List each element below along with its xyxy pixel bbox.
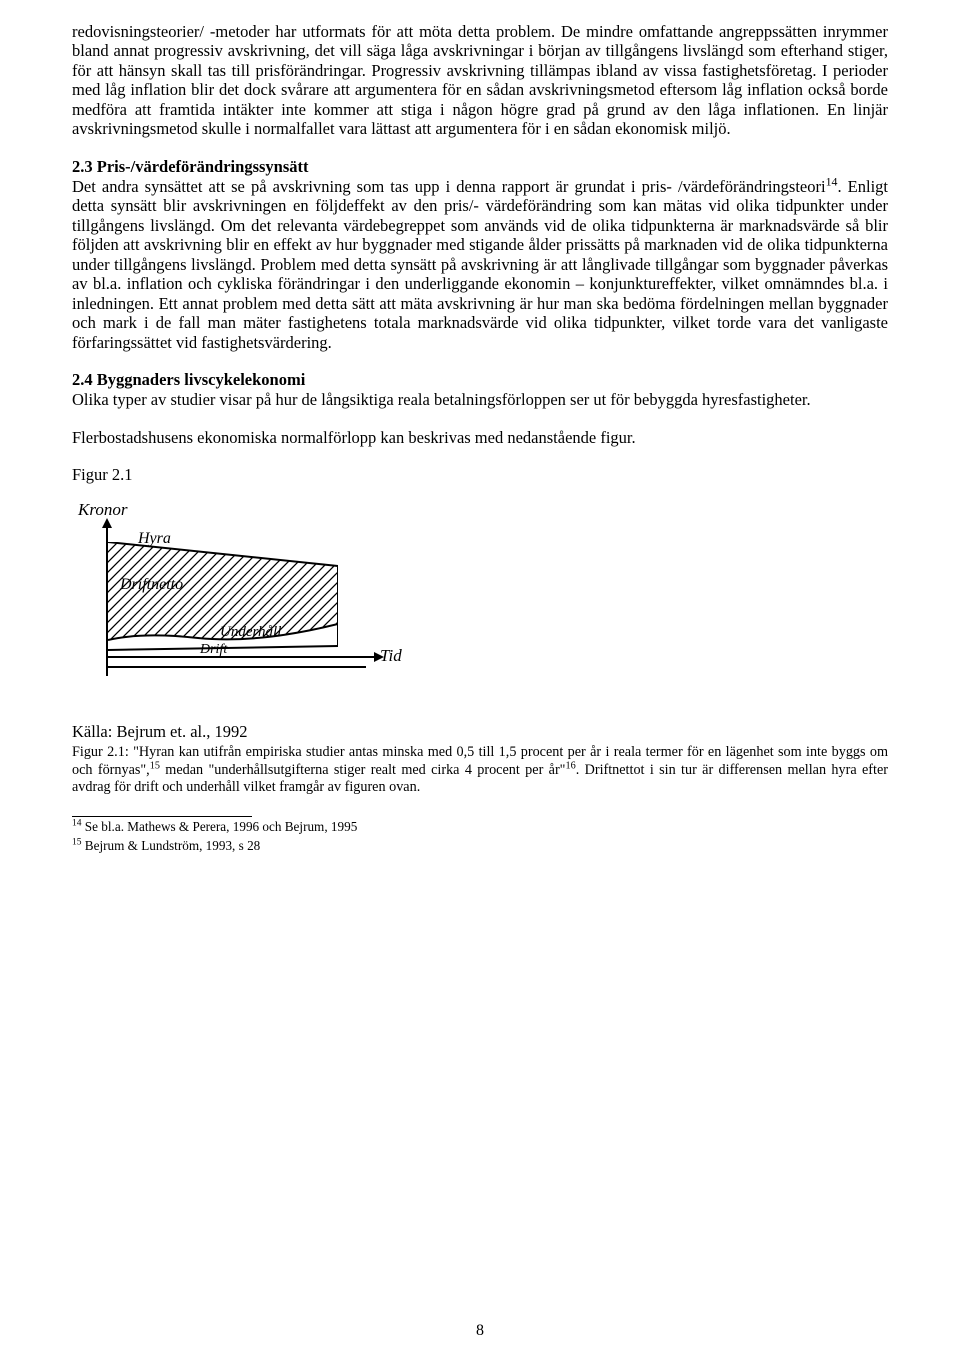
axis-x-label: Tid <box>380 646 402 666</box>
heading-2-3: 2.3 Pris-/värdeförändringssynsätt <box>72 157 888 177</box>
footnote-ref-16: 16 <box>565 760 575 771</box>
para23-line1: Det andra synsättet att se på avskrivnin… <box>72 177 672 196</box>
figure-label: Figur 2.1 <box>72 465 888 484</box>
paragraph-2-3: Det andra synsättet att se på avskrivnin… <box>72 177 888 352</box>
paragraph-2-4b: Flerbostadshusens ekonomiska normalförlo… <box>72 428 888 447</box>
footnote-ref-14: 14 <box>826 174 838 188</box>
paragraph-intro: redovisningsteorier/ -metoder har utform… <box>72 22 888 139</box>
caption-mid: medan "underhållsutgifterna stiger realt… <box>160 762 566 778</box>
para23-line2-pre: /värdeförändringsteori <box>678 177 826 196</box>
series-label-driftnetto: Driftnetto <box>120 576 183 594</box>
footnotes-separator <box>72 816 252 817</box>
heading-2-4: 2.4 Byggnaders livscykelekonomi <box>72 370 888 390</box>
footnote-15-text: Bejrum & Lundström, 1993, s 28 <box>82 838 261 853</box>
page-number: 8 <box>476 1322 484 1340</box>
footnote-num-15: 15 <box>72 837 82 847</box>
footnote-ref-15: 15 <box>150 760 160 771</box>
figure-2-1: Kronor Tid <box>72 498 888 694</box>
paragraph-2-4a: Olika typer av studier visar på hur de l… <box>72 390 888 409</box>
series-label-underhall: Underhåll <box>220 624 281 641</box>
series-label-drift: Drift <box>200 642 227 658</box>
axis-x <box>106 656 376 658</box>
axis-x-baseline <box>106 666 366 668</box>
footnote-15: 15 Bejrum & Lundström, 1993, s 28 <box>72 838 888 855</box>
footnote-num-14: 14 <box>72 819 82 829</box>
axis-y-label: Kronor <box>78 500 127 520</box>
footnote-14-text: Se bl.a. Mathews & Perera, 1996 och Bejr… <box>82 819 358 834</box>
footnote-14: 14 Se bl.a. Mathews & Perera, 1996 och B… <box>72 819 888 836</box>
para23-line2-post: . Enligt detta synsätt blir avskrivninge… <box>72 177 888 352</box>
figure-caption: Figur 2.1: "Hyran kan utifrån empiriska … <box>72 744 888 796</box>
series-label-hyra: Hyra <box>138 530 171 548</box>
figure-source: Källa: Bejrum et. al., 1992 <box>72 722 888 742</box>
